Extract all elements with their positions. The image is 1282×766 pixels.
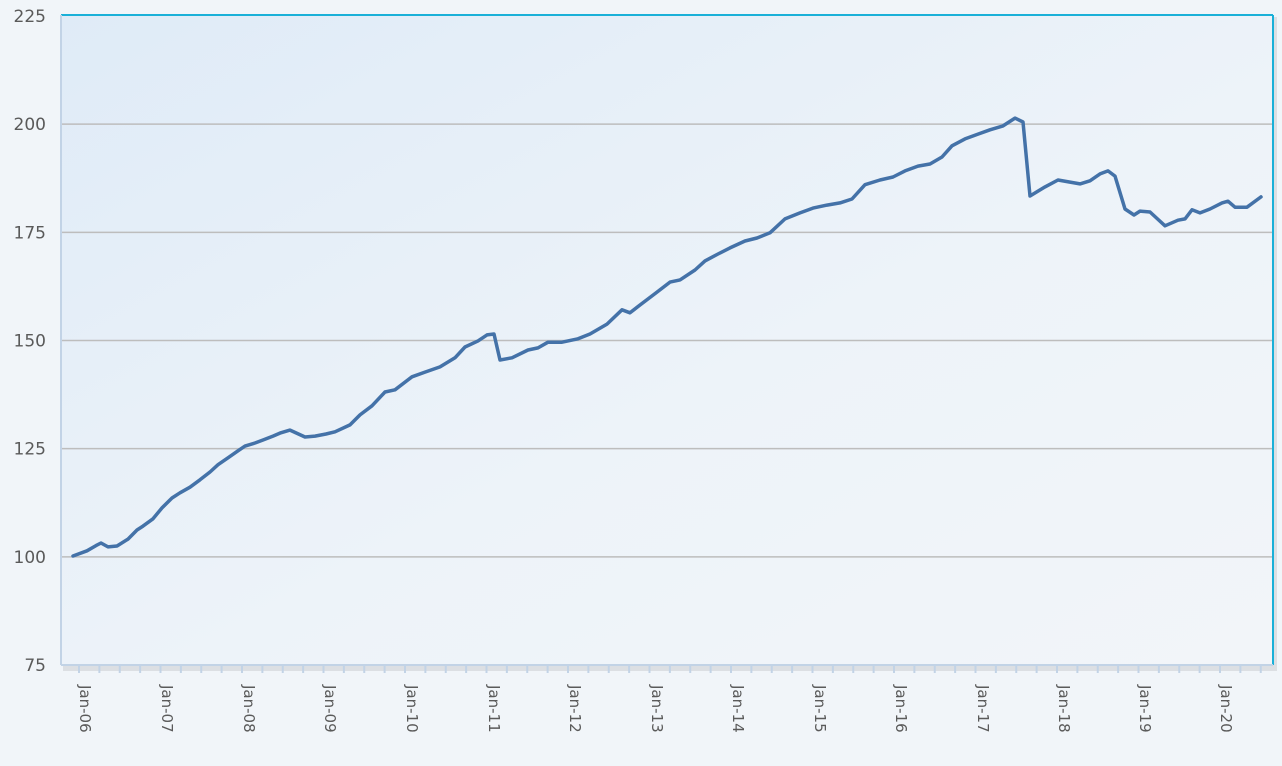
x-tick-label: Jan-19 (1136, 684, 1154, 733)
data-line (71, 116, 1263, 558)
x-tick-label: Jan-20 (1217, 684, 1235, 733)
x-tick-label: Jan-16 (892, 684, 910, 733)
x-tick-label: Jan-07 (158, 684, 176, 733)
x-tick-label: Jan-13 (648, 684, 666, 733)
x-axis-ticks (78, 665, 1262, 673)
y-tick-label: 225 (14, 7, 46, 27)
x-tick-label: Jan-15 (811, 684, 829, 733)
x-tick-label: Jan-10 (403, 684, 421, 733)
y-tick-label: 125 (14, 440, 46, 460)
x-axis-labels: Jan-06 Jan-07 Jan-08 Jan-09 Jan-10 Jan-11 Jan-… (76, 684, 1235, 733)
x-tick-label: Jan-06 (76, 684, 94, 733)
y-tick-label: 100 (14, 548, 46, 568)
x-tick-label: Jan-12 (566, 684, 584, 733)
y-tick-label: 150 (14, 332, 46, 352)
x-tick-label: Jan-18 (1055, 684, 1073, 733)
x-tick-label: Jan-14 (729, 684, 747, 733)
y-axis-labels: 75 100 125 150 175 200 225 (14, 7, 46, 676)
y-tick-label: 200 (14, 115, 46, 135)
x-tick-label: Jan-08 (240, 684, 258, 733)
y-tick-label: 75 (24, 656, 46, 676)
y-tick-label: 175 (14, 223, 46, 243)
x-tick-label: Jan-17 (974, 684, 992, 733)
x-tick-label: Jan-11 (485, 684, 503, 733)
x-tick-label: Jan-09 (321, 684, 339, 733)
gridlines (61, 123, 1273, 558)
